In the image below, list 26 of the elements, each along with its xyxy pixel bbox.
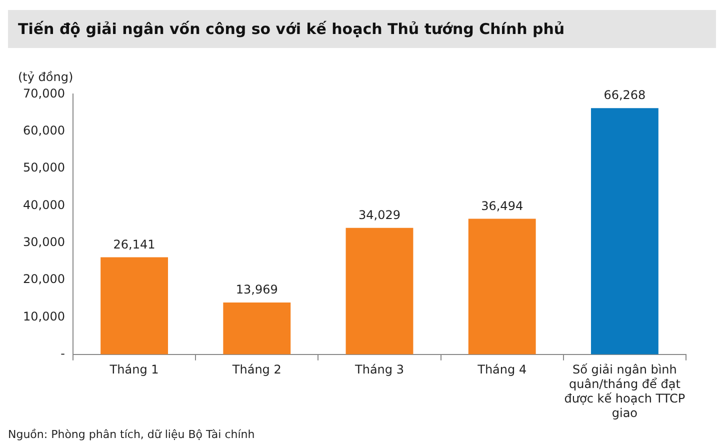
x-tick-label: Số giải ngân bình quân/tháng để đạt được kế hoạch TTCP giao xyxy=(564,362,686,420)
data-label: 26,141 xyxy=(113,237,156,252)
data-label: 34,029 xyxy=(358,208,400,222)
chart-title: Tiến độ giải ngân vốn công so với kế hoạch Thủ tướng Chính phủ xyxy=(8,10,716,48)
y-tick-label: - xyxy=(60,346,65,361)
bar xyxy=(346,228,414,354)
x-tick-label: Tháng 2 xyxy=(231,362,282,377)
y-tick-label: 20,000 xyxy=(22,272,65,286)
x-tick-label: Tháng 4 xyxy=(476,362,527,377)
y-tick-label: 10,000 xyxy=(22,309,65,324)
y-tick-label: 70,000 xyxy=(22,86,65,100)
y-tick-label: 30,000 xyxy=(22,235,65,250)
y-tick-label: 50,000 xyxy=(22,160,65,175)
bar xyxy=(468,218,536,354)
y-axis-title: (tỷ đồng) xyxy=(18,70,74,84)
x-tick-label: Tháng 1 xyxy=(108,362,159,377)
bar xyxy=(100,257,168,354)
data-label: 13,969 xyxy=(236,282,278,297)
data-label: 66,268 xyxy=(604,88,646,102)
bar xyxy=(223,302,291,354)
data-label: 36,494 xyxy=(481,198,524,213)
y-tick-label: 60,000 xyxy=(22,123,65,138)
y-tick-label: 40,000 xyxy=(22,198,65,212)
x-tick-label: Tháng 3 xyxy=(354,362,404,377)
text: Nguồn: Phòng phân tích, dữ liệu Bộ Tài chính xyxy=(8,428,255,441)
bar xyxy=(590,108,658,354)
